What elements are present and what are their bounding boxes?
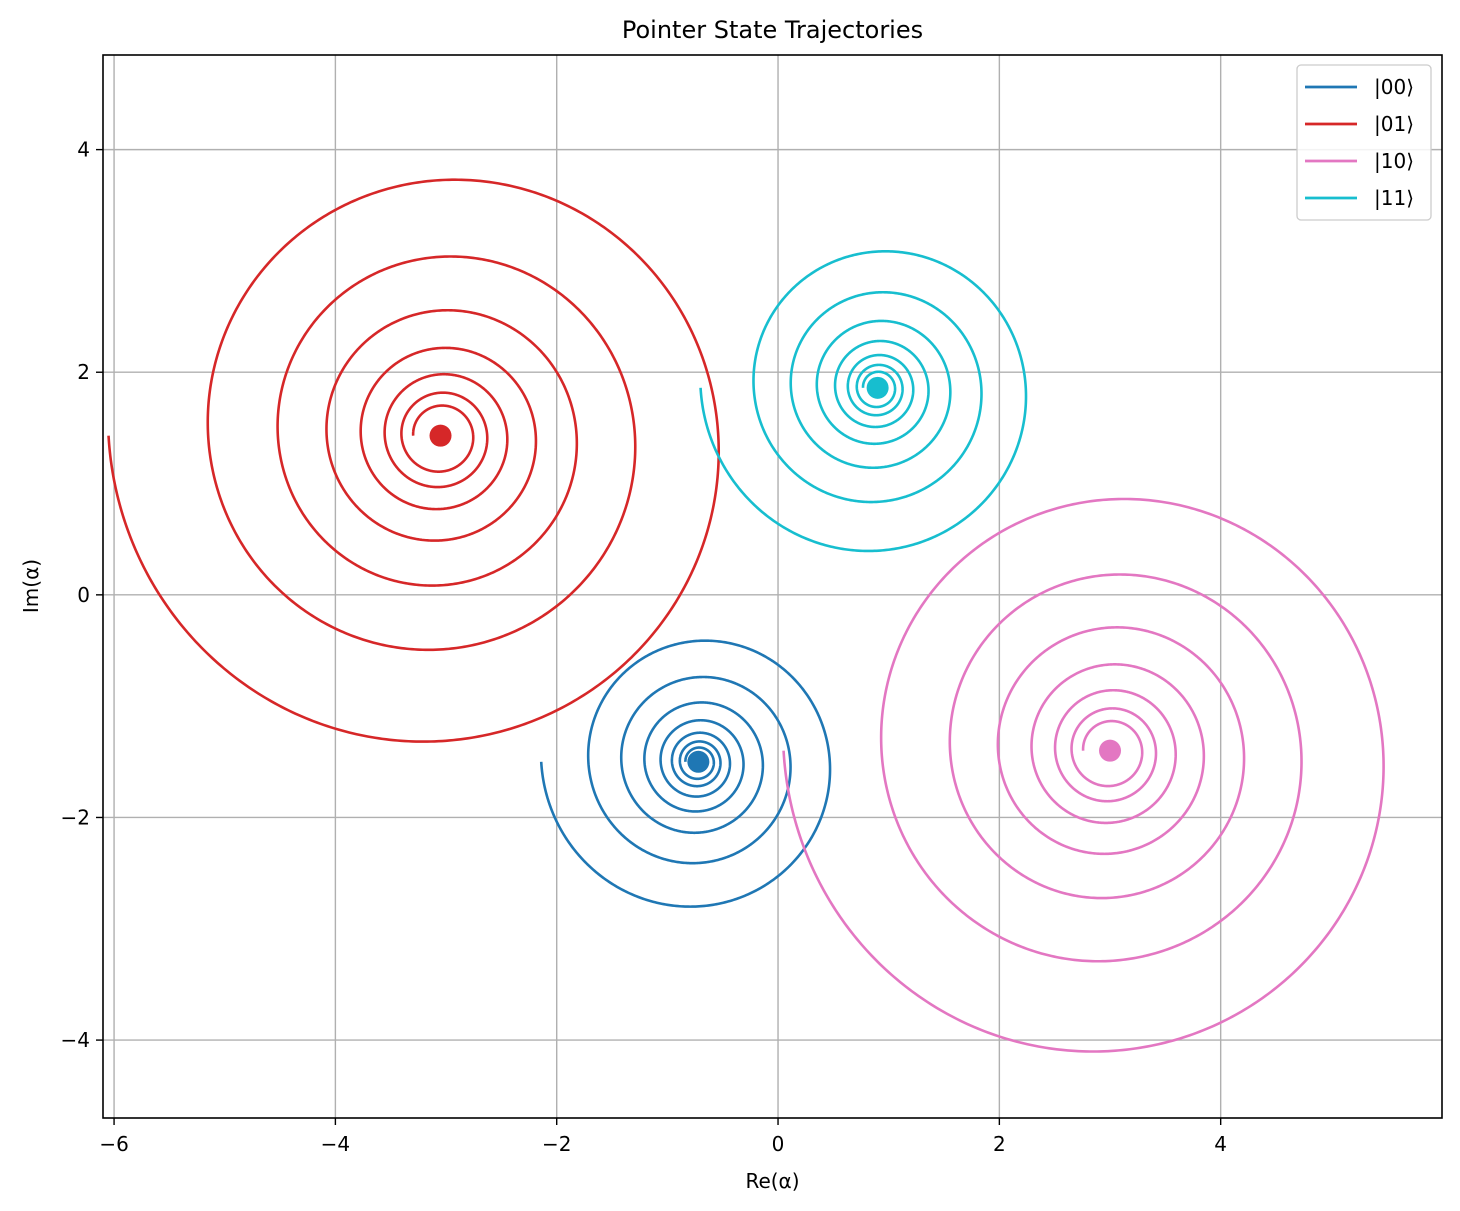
y-axis-label: Im(α) xyxy=(19,559,43,613)
y-tick-label: 2 xyxy=(77,360,90,384)
series-line-01 xyxy=(107,178,721,743)
grid xyxy=(103,55,1442,1118)
legend-label-01: |01⟩ xyxy=(1374,112,1414,136)
series-line-11 xyxy=(699,250,1028,553)
legend-label-10: |10⟩ xyxy=(1374,149,1414,173)
legend-label-00: |00⟩ xyxy=(1374,75,1414,99)
plot-frame xyxy=(102,54,1443,1119)
y-tick-label: −4 xyxy=(61,1028,90,1052)
plot-area xyxy=(103,55,1442,1118)
series-center-11 xyxy=(866,376,889,399)
y-tick-label: 0 xyxy=(77,583,90,607)
x-tick-label: −2 xyxy=(542,1132,571,1156)
x-tick-label: −4 xyxy=(321,1132,350,1156)
legend-box xyxy=(1296,64,1432,221)
ticks: −6 −4 −2 0 2 4 −4 −2 0 2 4 xyxy=(61,138,1228,1156)
series-center-00 xyxy=(687,750,710,773)
series-line-00 xyxy=(539,639,832,908)
x-tick-label: 4 xyxy=(1214,1132,1227,1156)
series-line-10 xyxy=(782,497,1385,1053)
x-tick-label: 2 xyxy=(993,1132,1006,1156)
y-tick-label: −2 xyxy=(61,805,90,829)
series-center-10 xyxy=(1099,739,1122,762)
x-tick-label: 0 xyxy=(772,1132,785,1156)
series-center-01 xyxy=(429,424,452,447)
chart-title: Pointer State Trajectories xyxy=(622,16,923,44)
legend: |00⟩ |01⟩ |10⟩ |11⟩ xyxy=(1296,64,1432,221)
series-layer xyxy=(107,178,1385,1053)
legend-label-11: |11⟩ xyxy=(1374,186,1414,210)
x-axis-label: Re(α) xyxy=(745,1169,799,1193)
x-tick-label: −6 xyxy=(99,1132,128,1156)
y-tick-label: 4 xyxy=(77,138,90,162)
